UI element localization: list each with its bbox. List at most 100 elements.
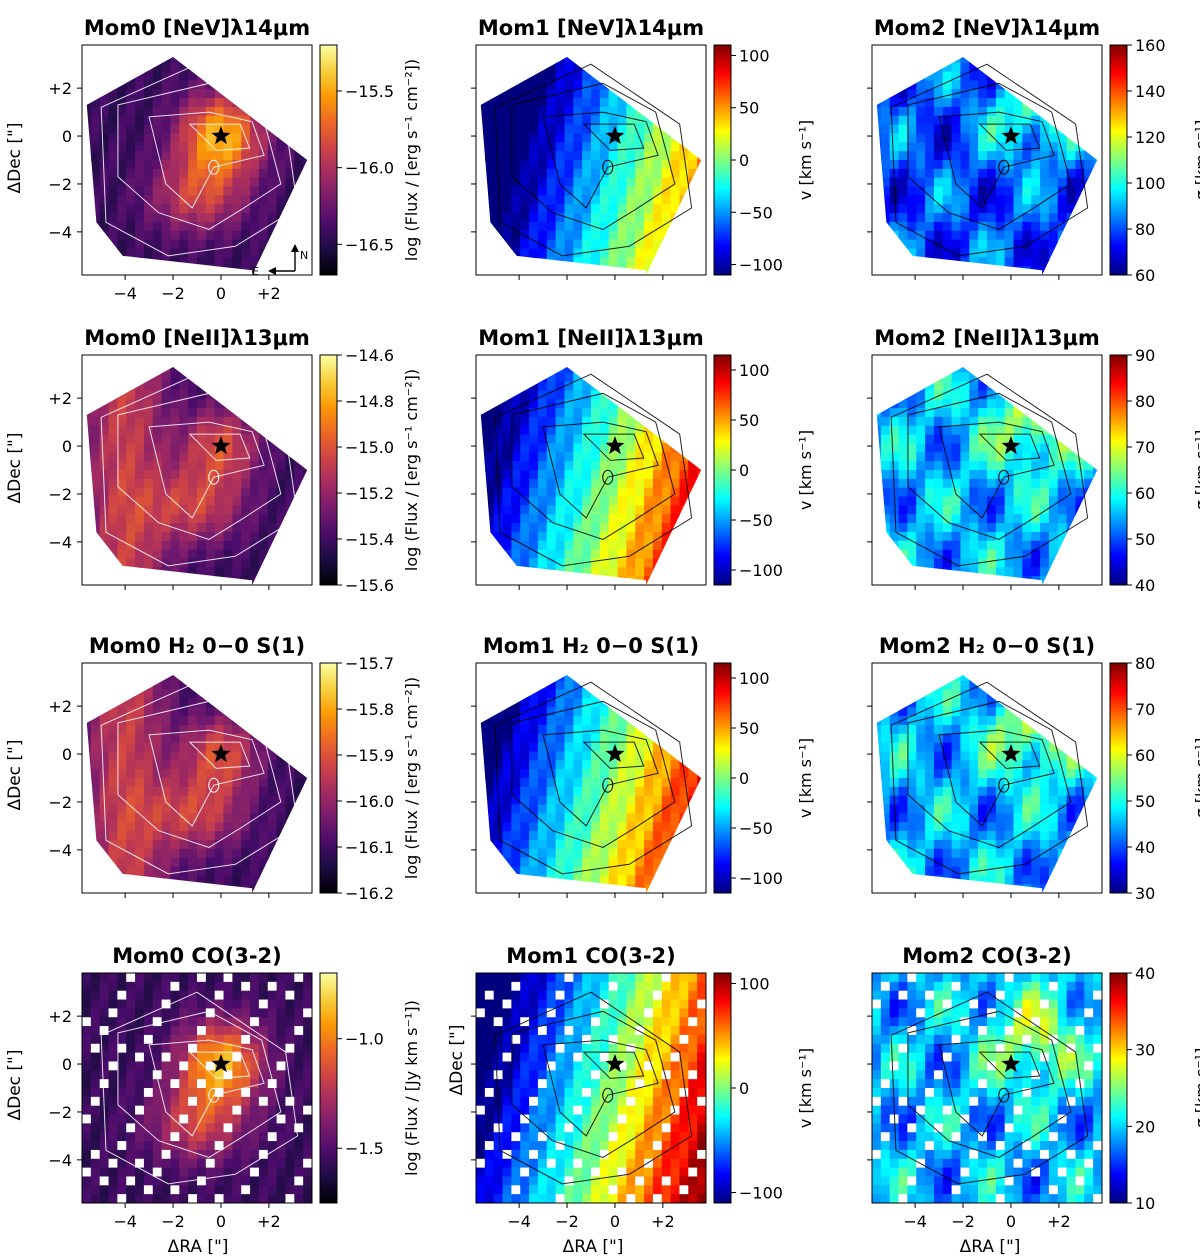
- map-pixel: [258, 875, 269, 885]
- map-pixel: [502, 230, 512, 241]
- map-pixel: [564, 195, 574, 205]
- map-pixel: [214, 221, 225, 232]
- map-pixel: [933, 151, 944, 161]
- map-pixel: [1048, 151, 1059, 161]
- map-pixel: [232, 724, 242, 735]
- map-pixel: [933, 461, 944, 471]
- map-pixel: [276, 89, 287, 99]
- map-pixel: [1031, 496, 1041, 506]
- map-pixel: [537, 177, 548, 188]
- map-pixel: [303, 461, 308, 471]
- map-pixel: [205, 839, 216, 850]
- map-pixel: [876, 115, 882, 126]
- map-pixel: [143, 733, 154, 744]
- map-pixel: [161, 372, 172, 383]
- map-pixel: [276, 195, 287, 205]
- map-pixel: [635, 142, 645, 152]
- map-pixel: [1093, 133, 1098, 143]
- map-pixel: [108, 230, 118, 241]
- map-pixel: [502, 133, 512, 143]
- map-pixel: [250, 461, 260, 471]
- map-pixel: [215, 663, 224, 672]
- map-pixel: [276, 416, 287, 427]
- map-pixel: [644, 221, 654, 232]
- map-pixel: [161, 778, 172, 788]
- map-pixel: [987, 549, 997, 560]
- colorbar: [1109, 44, 1128, 276]
- map-pixel: [925, 115, 935, 126]
- map-pixel: [1048, 230, 1059, 241]
- map-pixel: [143, 831, 154, 841]
- map-pixel: [697, 89, 702, 99]
- map-pixel: [152, 80, 163, 90]
- map-pixel: [179, 540, 189, 551]
- map-pixel: [197, 151, 207, 161]
- map-pixel: [267, 866, 278, 876]
- map-pixel: [197, 45, 206, 54]
- map-pixel: [555, 399, 566, 409]
- map-pixel: [564, 204, 574, 214]
- map-pixel: [90, 567, 101, 577]
- map-pixel: [267, 531, 278, 542]
- contour-line: [938, 111, 1055, 209]
- map-pixel: [1040, 470, 1050, 480]
- map-pixel: [688, 221, 698, 232]
- map-pixel: [591, 151, 601, 161]
- map-pixel: [880, 248, 891, 258]
- map-pixel: [135, 663, 144, 672]
- map-pixel: [179, 724, 189, 735]
- map-pixel: [670, 434, 681, 445]
- map-pixel: [205, 778, 216, 788]
- map-pixel: [644, 381, 654, 391]
- map-pixel: [591, 168, 601, 179]
- map-pixel: [484, 416, 495, 427]
- map-pixel: [197, 831, 207, 841]
- map-pixel: [1084, 434, 1094, 445]
- map-pixel: [493, 62, 504, 73]
- map-pixel: [951, 213, 962, 223]
- map-pixel: [143, 478, 154, 489]
- contour-line: [998, 469, 1010, 485]
- map-pixel: [876, 576, 882, 585]
- map-pixel: [697, 221, 702, 232]
- map-pixel: [126, 576, 136, 585]
- map-pixel: [188, 857, 198, 868]
- map-pixel: [188, 124, 198, 135]
- map-pixel: [1048, 56, 1059, 64]
- map-pixel: [969, 56, 979, 64]
- map-pixel: [241, 204, 251, 214]
- map-pixel: [126, 381, 136, 391]
- map-pixel: [502, 106, 512, 117]
- map-pixel: [978, 89, 988, 99]
- map-pixel: [108, 80, 118, 90]
- map-pixel: [214, 576, 225, 585]
- map-pixel: [232, 443, 242, 453]
- map-pixel: [995, 177, 1006, 188]
- map-pixel: [143, 487, 154, 498]
- map-pixel: [241, 663, 250, 672]
- map-pixel: [1004, 487, 1015, 498]
- map-pixel: [86, 875, 92, 885]
- map-pixel: [143, 689, 154, 699]
- map-pixel: [573, 124, 583, 135]
- map-pixel: [564, 478, 574, 489]
- map-pixel: [995, 514, 1006, 524]
- map-pixel: [1022, 425, 1032, 436]
- map-pixel: [679, 142, 689, 152]
- map-pixel: [267, 461, 278, 471]
- map-pixel: [952, 45, 961, 54]
- map-pixel: [978, 168, 988, 179]
- map-pixel: [582, 213, 592, 223]
- map-pixel: [108, 478, 118, 489]
- map-pixel: [1066, 434, 1077, 445]
- map-pixel: [1004, 248, 1015, 258]
- map-pixel: [520, 576, 530, 585]
- map-pixel: [697, 434, 702, 445]
- map-pixel: [546, 576, 557, 585]
- map-pixel: [617, 452, 627, 462]
- map-pixel: [626, 496, 636, 506]
- map-pixel: [135, 56, 145, 64]
- map-pixel: [214, 875, 225, 885]
- map-pixel: [661, 478, 672, 489]
